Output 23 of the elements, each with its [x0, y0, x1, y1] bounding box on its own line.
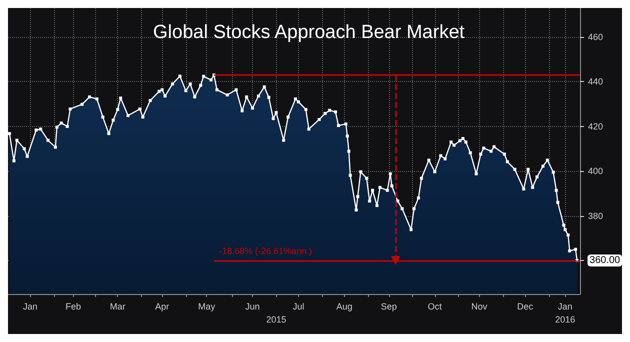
text: Global Stocks Approach Bear Market — [153, 22, 466, 43]
x-tick-label: Apr — [155, 302, 170, 312]
x-tick-label: Aug — [336, 302, 352, 312]
annotation: 360.00 — [590, 254, 621, 266]
x-tick-label: Feb — [65, 302, 81, 312]
x-tick-label: Jul — [292, 302, 304, 312]
x-tick-label: May — [198, 302, 216, 312]
x-tick-label: Mar — [110, 302, 126, 312]
y-tick-label: 440 — [588, 76, 604, 87]
y-tick-label: 420 — [588, 121, 604, 132]
x-tick-label: Jun — [245, 302, 260, 312]
x-tick-label: Oct — [428, 302, 442, 312]
y-tick-label: 380 — [588, 210, 604, 221]
ref-line-label: -18.68% (-26.61%ann.) — [218, 246, 312, 256]
x-tick-label: Jan — [558, 302, 572, 312]
x-tick-label: Nov — [471, 302, 488, 312]
x-tick-label: Jan — [22, 302, 38, 312]
y-tick-label: 400 — [588, 166, 604, 176]
x2-tick-label: 2015 — [266, 314, 286, 324]
x2-tick-label: 2016 — [555, 314, 576, 324]
y-tick-label: 460 — [588, 32, 604, 42]
x-tick-label: Dec — [517, 302, 534, 312]
x-tick-label: Sep — [380, 302, 397, 312]
